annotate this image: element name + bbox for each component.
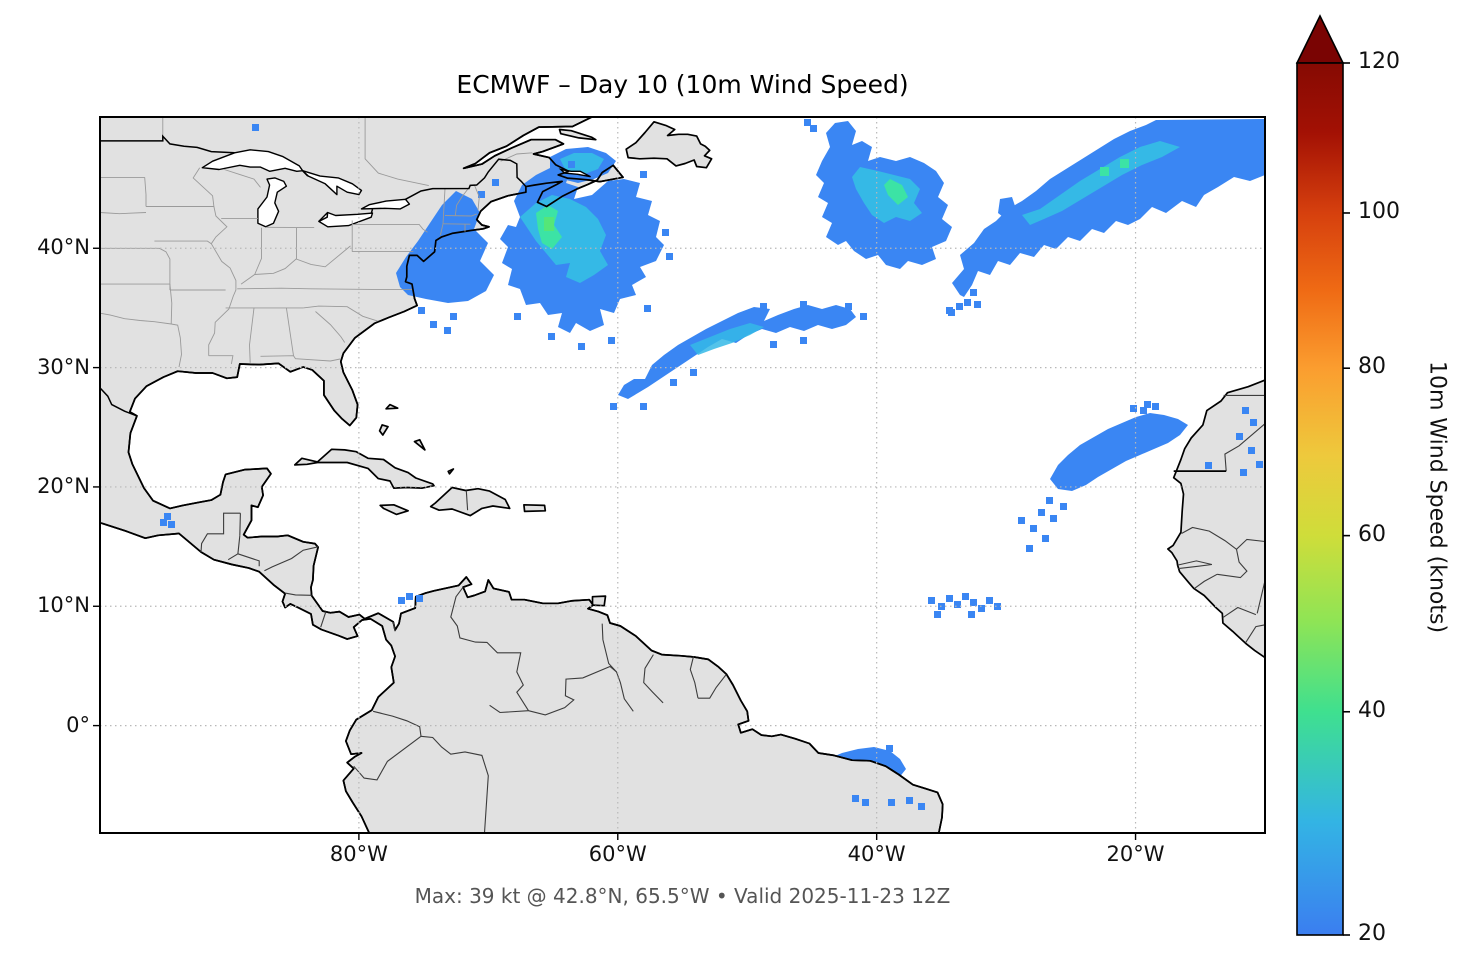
colorbar-tick-label: 40: [1358, 697, 1386, 723]
y-tick-label: 40°N: [37, 235, 90, 260]
y-tick-label: 20°N: [37, 473, 90, 498]
x-tick-label: 60°W: [588, 842, 647, 866]
colorbar-tick-label: 120: [1358, 49, 1400, 74]
x-tick-label: 20°W: [1106, 842, 1165, 866]
colorbar-tick-label: 80: [1358, 354, 1386, 380]
y-tick-label: 0°: [66, 712, 90, 737]
x-tick-label: 40°W: [847, 842, 906, 866]
colorbar: [1295, 14, 1350, 936]
colorbar-tick-label: 100: [1358, 198, 1400, 224]
plot-title: ECMWF – Day 10 (10m Wind Speed): [456, 70, 909, 99]
y-tick-label: 10°N: [37, 593, 90, 618]
colorbar-tick-label: 60: [1358, 521, 1386, 547]
colorbar-axis-label: 10m Wind Speed (knots): [1424, 360, 1450, 634]
plot-subtitle: Max: 39 kt @ 42.8°N, 65.5°W • Valid 2025…: [414, 884, 951, 908]
colorbar-tick-label: 20: [1358, 921, 1386, 946]
map-canvas: [93, 116, 1266, 840]
x-tick-label: 80°W: [329, 842, 388, 866]
y-tick-label: 30°N: [37, 354, 90, 379]
